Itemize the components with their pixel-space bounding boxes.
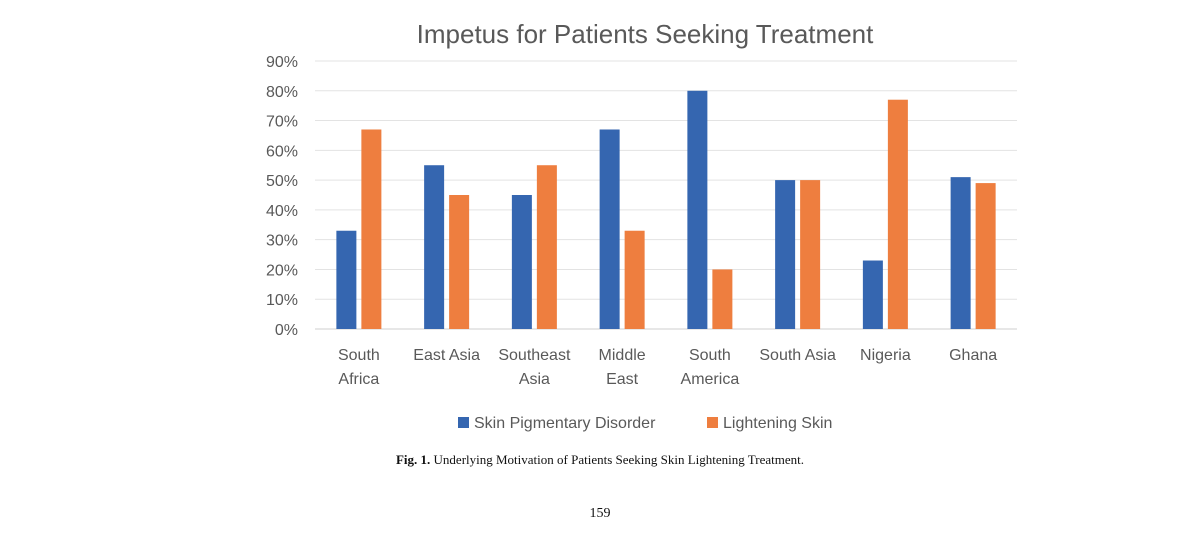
x-category-label: Nigeria [860, 347, 911, 364]
bar-lightening-skin [712, 269, 733, 329]
bar-pigmentary-disorder [424, 165, 445, 329]
y-tick-label: 90% [266, 54, 298, 71]
legend-swatch [707, 417, 718, 428]
chart-title: Impetus for Patients Seeking Treatment [417, 19, 874, 49]
gridlines [315, 60, 1017, 330]
bar-lightening-skin [449, 195, 470, 329]
legend-swatch [458, 417, 469, 428]
bar-lightening-skin [975, 183, 996, 329]
x-category-label: South America [681, 347, 740, 388]
bar-pigmentary-disorder [862, 260, 883, 329]
figure-caption: Fig. 1. Underlying Motivation of Patient… [0, 452, 1200, 468]
legend-label: Lightening Skin [723, 415, 832, 432]
y-tick-label: 0% [275, 322, 298, 339]
x-category-label: Middle East [599, 347, 646, 388]
figure-caption-text: Underlying Motivation of Patients Seekin… [433, 452, 805, 467]
bar-lightening-skin [887, 99, 908, 329]
bar-pigmentary-disorder [336, 230, 357, 329]
x-category-label: Ghana [949, 347, 997, 364]
bar-chart: Impetus for Patients Seeking Treatment 0… [266, 19, 1017, 432]
bar-pigmentary-disorder [511, 195, 532, 329]
y-tick-label: 20% [266, 262, 298, 279]
y-tick-label: 30% [266, 233, 298, 250]
y-tick-label: 40% [266, 203, 298, 220]
x-category-label: South Asia [759, 347, 836, 364]
y-tick-label: 10% [266, 292, 298, 309]
figure-label: Fig. 1. [395, 452, 431, 467]
x-category-label: East Asia [413, 347, 480, 364]
bar-lightening-skin [361, 129, 382, 329]
page-number: 159 [589, 506, 611, 521]
legend: Skin Pigmentary Disorder Lightening Skin [458, 415, 832, 432]
y-axis-ticks: 0% 10% 20% 30% 40% 50% 60% 70% 80% 90% [266, 54, 298, 339]
bar-lightening-skin [800, 180, 821, 329]
bar-pigmentary-disorder [950, 177, 971, 329]
x-category-label: Southeast Asia [498, 347, 571, 388]
y-tick-label: 50% [266, 173, 298, 190]
bars [336, 90, 996, 330]
bar-pigmentary-disorder [599, 129, 620, 329]
y-tick-label: 70% [266, 114, 298, 131]
y-tick-label: 80% [266, 84, 298, 101]
y-tick-label: 60% [266, 143, 298, 160]
bar-lightening-skin [624, 230, 645, 329]
x-category-label: South Africa [338, 347, 380, 388]
bar-pigmentary-disorder [687, 90, 708, 330]
bar-pigmentary-disorder [775, 180, 796, 329]
bar-lightening-skin [536, 165, 557, 329]
legend-label: Skin Pigmentary Disorder [474, 415, 656, 432]
x-axis-labels: South Africa East Asia Southeast Asia Middle E… [338, 347, 997, 388]
